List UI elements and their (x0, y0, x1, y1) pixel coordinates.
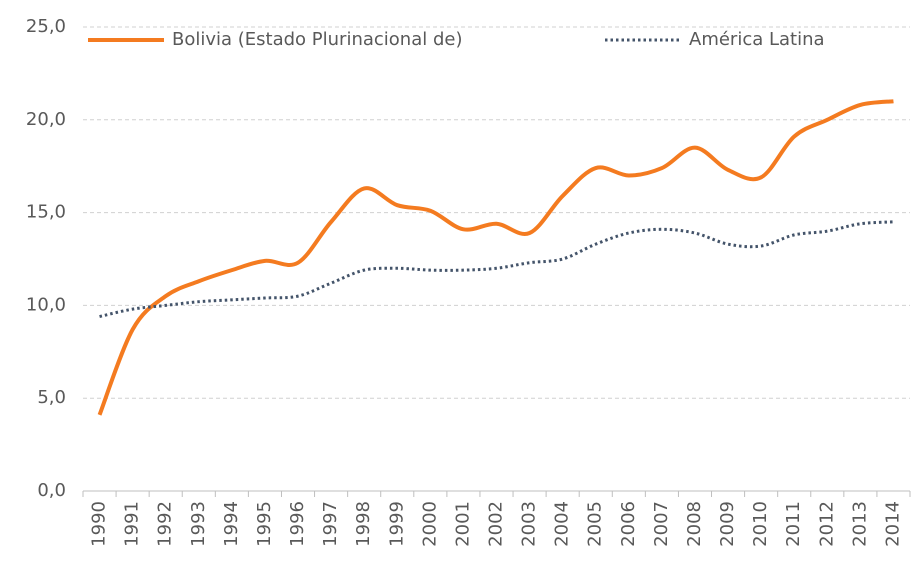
x-tick-label: 2004 (552, 501, 573, 547)
x-tick-label: 1990 (89, 501, 110, 547)
series-line (99, 220, 894, 318)
x-tick-label: 1997 (320, 501, 341, 547)
x-tick-label: 2003 (519, 501, 540, 547)
x-tick-label: 2009 (717, 501, 738, 547)
x-tick-label: 2000 (419, 501, 440, 547)
x-tick-label: 2012 (816, 501, 837, 547)
x-tick-label: 2011 (783, 501, 804, 547)
x-tick-label: 2010 (750, 501, 771, 547)
legend-label: Bolivia (Estado Plurinacional de) (172, 29, 463, 50)
x-tick-label: 2001 (452, 501, 473, 547)
y-tick-label: 10,0 (26, 294, 66, 315)
y-tick-label: 25,0 (26, 16, 66, 37)
x-tick-label: 2005 (585, 501, 606, 547)
x-tick-label: 2002 (486, 501, 507, 547)
y-tick-label: 15,0 (26, 202, 66, 223)
x-tick-label: 1993 (188, 501, 209, 547)
x-tick-label: 1992 (155, 501, 176, 547)
x-tick-label: 1991 (122, 501, 143, 547)
x-tick-label: 1998 (353, 501, 374, 547)
y-tick-label: 20,0 (26, 109, 66, 130)
series-line (97, 99, 894, 416)
x-tick-label: 1994 (221, 501, 242, 547)
x-tick-label: 1999 (386, 501, 407, 547)
x-tick-label: 2007 (651, 501, 672, 547)
x-tick-label: 2014 (882, 501, 903, 547)
y-tick-label: 0,0 (37, 480, 66, 501)
x-tick-label: 1996 (287, 501, 308, 547)
y-tick-label: 5,0 (37, 387, 66, 408)
x-tick-label: 2008 (684, 501, 705, 547)
x-tick-label: 1995 (254, 501, 275, 547)
x-tick-label: 2006 (618, 501, 639, 547)
x-tick-label: 2013 (849, 501, 870, 547)
legend-label: América Latina (689, 29, 825, 50)
